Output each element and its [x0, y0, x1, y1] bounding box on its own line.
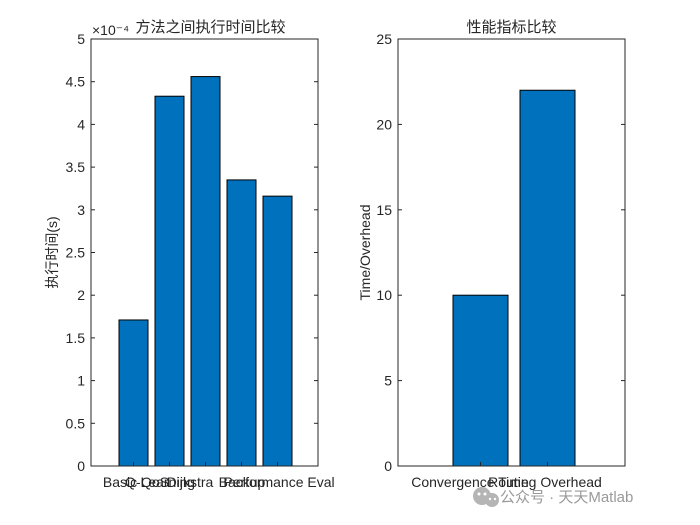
- x-tick-label-4: Performance Eval: [223, 474, 334, 490]
- bar-1: [154, 95, 185, 467]
- wechat-icon: [473, 487, 499, 507]
- y-tick-label-1: 5: [384, 373, 392, 389]
- watermark-text: 公众号 · 天天Matlab: [500, 489, 633, 506]
- y-tick-label-2: 1: [77, 373, 85, 389]
- x-tick-label-3: Backup: [219, 474, 266, 490]
- x-tick-label-2: Dijkstra: [167, 474, 214, 490]
- y-tick-label-8: 4: [77, 116, 85, 132]
- y-tick-label-0: 0: [77, 458, 85, 474]
- x-tick-label-0: Convergence Time: [411, 474, 529, 490]
- y-tick-label-9: 4.5: [66, 74, 86, 90]
- y-tick-label-2: 10: [376, 287, 392, 303]
- y-axis-label: Time/Overhead: [357, 205, 373, 301]
- y-tick-label-3: 15: [376, 202, 392, 218]
- bar-3: [226, 179, 257, 467]
- y-tick-label-10: 5: [77, 31, 85, 47]
- chart-title: 方法之间执行时间比较: [135, 18, 285, 36]
- x-tick-label-1: Routing Overhead: [488, 474, 602, 490]
- y-tick-label-5: 25: [376, 31, 392, 47]
- y-tick-label-6: 3: [77, 202, 85, 218]
- axes-box: [397, 38, 626, 467]
- y-tick-label-1: 0.5: [66, 415, 86, 431]
- y-tick-label-4: 20: [376, 116, 392, 132]
- y-exponent-label: ×10⁻⁴: [92, 22, 129, 38]
- bar-1: [519, 89, 576, 467]
- x-tick-label-0: Basic QoS: [103, 474, 169, 490]
- bar-0: [452, 294, 509, 467]
- bar-0: [118, 319, 149, 467]
- y-tick-label-0: 0: [384, 458, 392, 474]
- chart-execution-time: 0 0.5 1 1.5 2 2.5 3 3.5 4 4.5 5 Basic QoSQ-Learning…: [44, 18, 335, 490]
- y-tick-label-4: 2: [77, 287, 85, 303]
- y-tick-label-5: 2.5: [66, 245, 86, 261]
- watermark: 公众号 · 天天Matlab: [473, 487, 633, 507]
- y-tick-label-7: 3.5: [66, 159, 86, 175]
- y-tick-label-3: 1.5: [66, 330, 86, 346]
- x-tick-label-1: Q-Learning: [125, 474, 195, 490]
- y-axis-label: 执行时间(s): [44, 216, 60, 288]
- bar-2: [190, 76, 221, 467]
- bar-4: [262, 195, 293, 467]
- chart-title: 性能指标比较: [466, 18, 556, 36]
